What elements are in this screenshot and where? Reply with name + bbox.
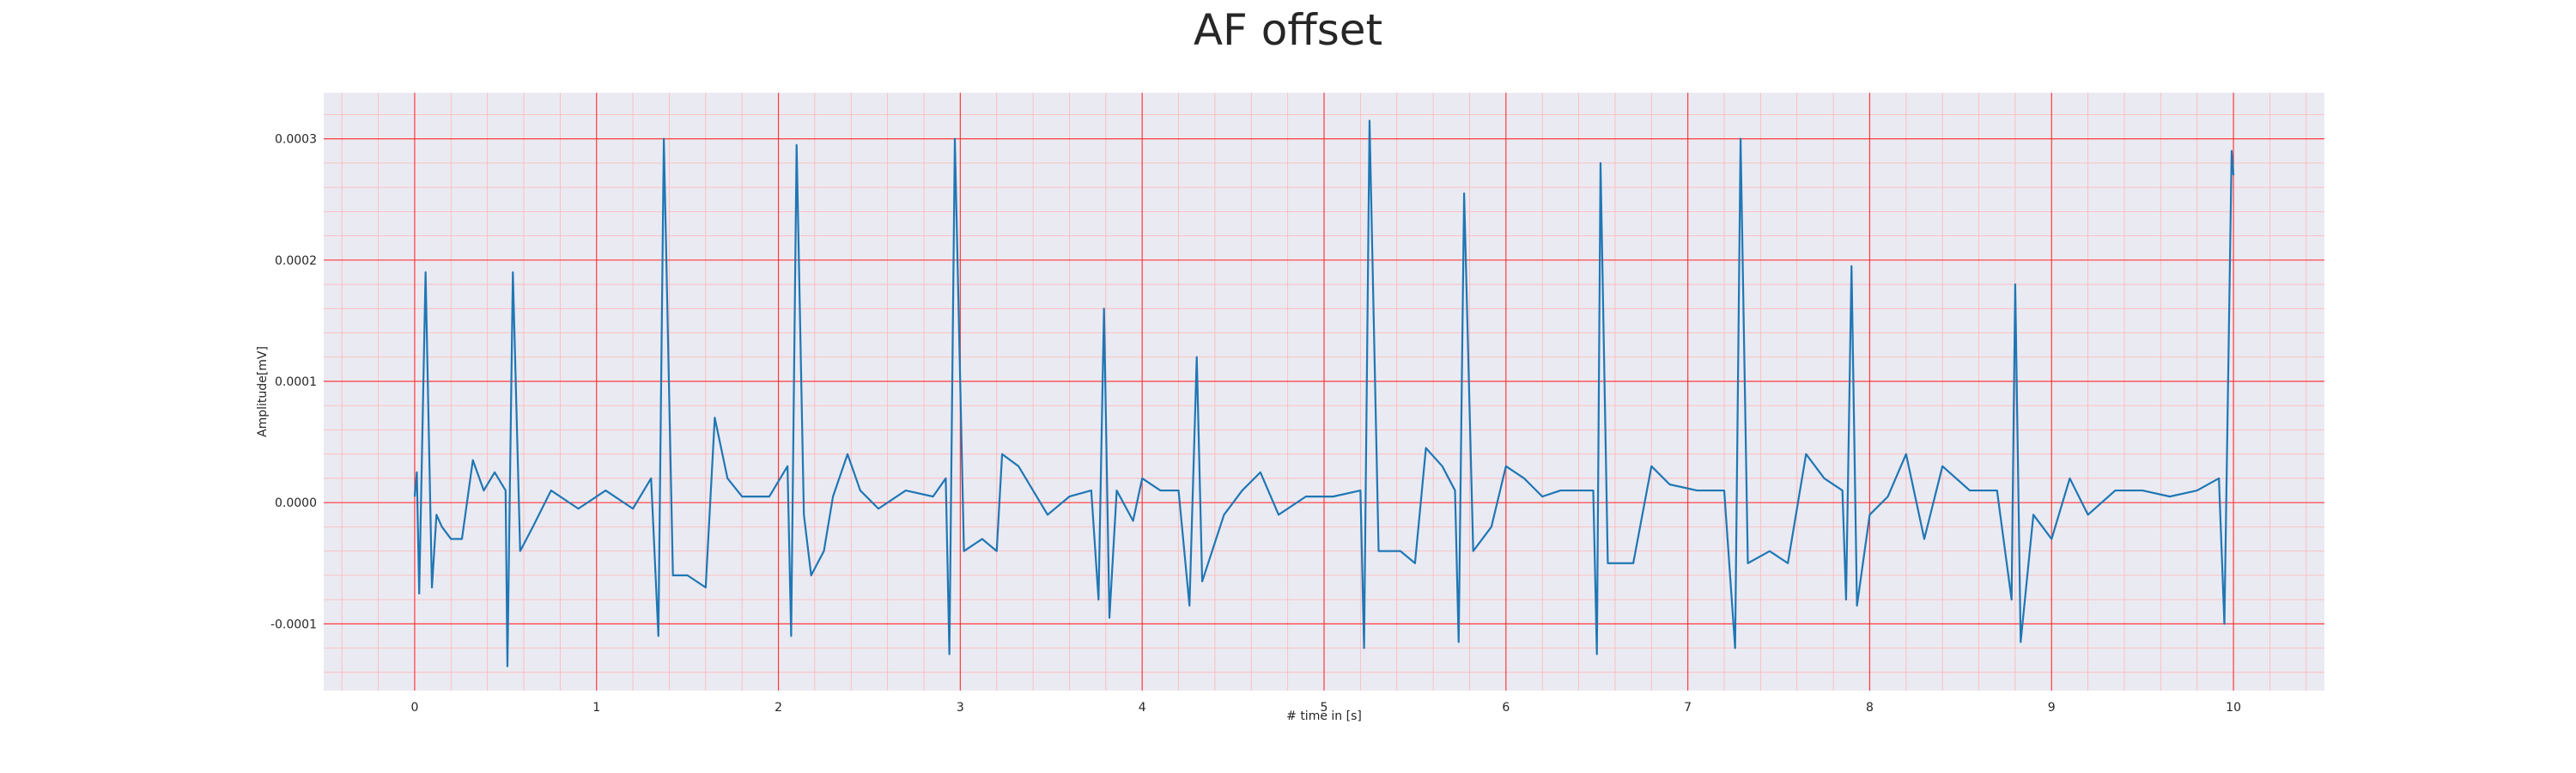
x-tick-label: 10 [2226, 701, 2241, 715]
y-axis-label: Amplitude[mV] [256, 346, 270, 437]
series-layer [413, 119, 2235, 667]
x-axis-label: # time in [s] [1286, 709, 1362, 723]
y-tick-label: 0.0003 [275, 133, 317, 147]
y-tick-label: 0.0000 [275, 496, 317, 510]
x-tick-label: 3 [957, 701, 964, 715]
x-tick-label: 2 [775, 701, 782, 715]
x-axis: 0 1 2 3 4 5 6 7 8 9 10 [410, 701, 2241, 715]
chart-title: AF offset [1194, 5, 1382, 55]
x-tick-label: 7 [1684, 701, 1692, 715]
major-grid [324, 93, 2324, 691]
x-tick-label: 5 [1321, 701, 1328, 715]
x-tick-label: 8 [1866, 701, 1874, 715]
y-axis: -0.0001 0.0000 0.0001 0.0002 0.0003 [270, 133, 317, 632]
x-tick-label: 4 [1139, 701, 1146, 715]
y-tick-label: 0.0001 [275, 375, 317, 389]
x-tick-label: 1 [592, 701, 600, 715]
x-tick-label: 6 [1502, 701, 1510, 715]
y-tick-label: 0.0002 [275, 254, 317, 268]
x-tick-label: 9 [2048, 701, 2056, 715]
y-tick-label: -0.0001 [270, 618, 317, 631]
series-line-0 [413, 119, 2235, 667]
x-tick-label: 0 [410, 701, 418, 715]
